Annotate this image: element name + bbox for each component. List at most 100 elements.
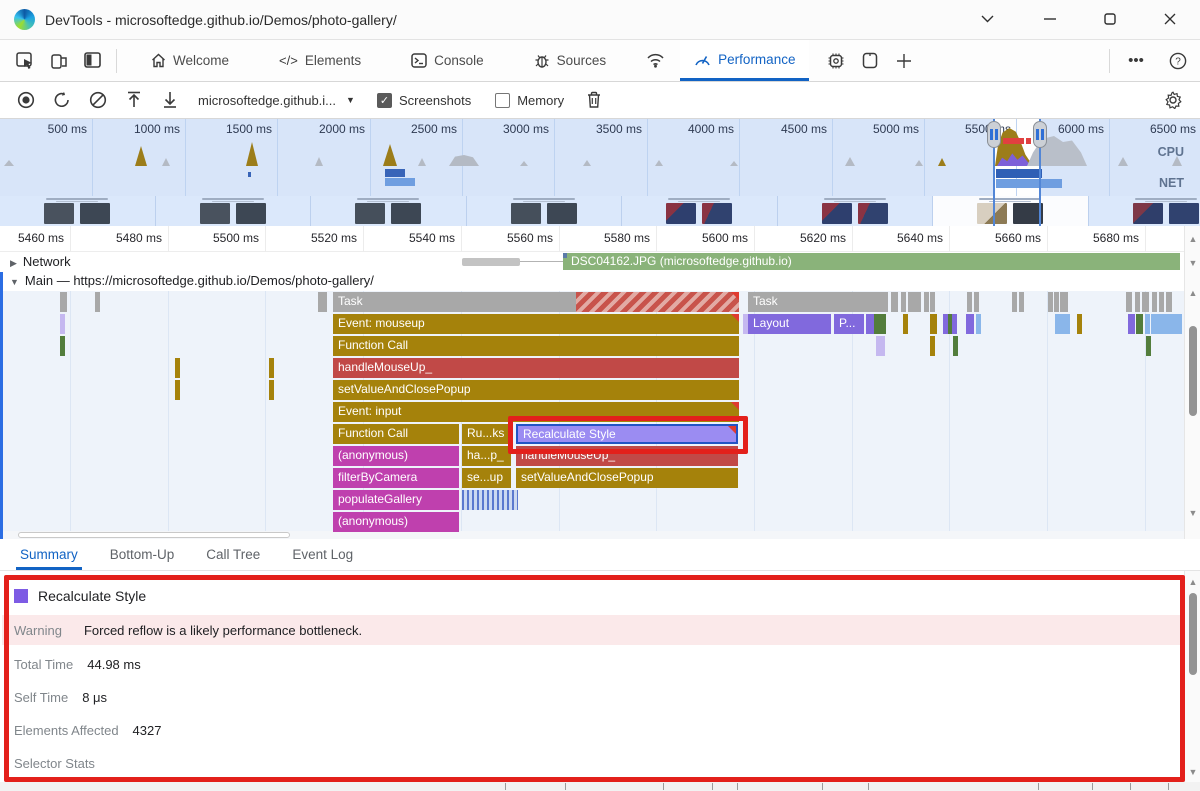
flame-bar[interactable] [1169, 314, 1174, 334]
timeline-overview[interactable]: CPU NET 500 ms 1000 ms 1500 ms 2000 ms 2500 … [0, 119, 1200, 196]
checkbox-checked-icon[interactable]: ✓ [376, 92, 392, 108]
horizontal-scrollbar-thumb[interactable] [18, 532, 290, 538]
filmstrip-frame[interactable] [778, 196, 933, 226]
flame-bar[interactable] [930, 292, 935, 312]
flame-bar-filterbycamera[interactable]: filterByCamera [333, 468, 459, 488]
flame-bar[interactable] [1173, 314, 1178, 334]
flame-bar[interactable] [175, 380, 180, 400]
flame-bar[interactable] [1054, 292, 1059, 312]
flame-bar[interactable] [952, 314, 957, 334]
maximize-button[interactable] [1088, 0, 1132, 38]
minimize-button[interactable] [1028, 0, 1072, 38]
selection-right-handle[interactable] [1033, 121, 1047, 148]
device-emulation-icon[interactable] [42, 46, 76, 76]
flame-bar[interactable] [1159, 292, 1164, 312]
trash-icon[interactable] [578, 86, 610, 114]
tab-event-log[interactable]: Event Log [292, 547, 354, 562]
flame-bar-anonymous[interactable]: (anonymous) [333, 446, 459, 466]
device-frame-icon[interactable] [853, 46, 887, 76]
flame-bar-handlemouseup[interactable]: handleMouseUp_ [516, 446, 738, 466]
selection-left-handle[interactable] [987, 121, 1001, 148]
flame-bar[interactable] [901, 292, 906, 312]
flame-bar[interactable] [1161, 314, 1166, 334]
add-tab-icon[interactable] [887, 46, 921, 76]
tab-bottom-up[interactable]: Bottom-Up [109, 547, 175, 562]
tab-sources[interactable]: Sources [520, 40, 621, 81]
flame-bar[interactable] [953, 336, 958, 356]
flame-bar[interactable] [966, 314, 974, 334]
reload-record-icon[interactable] [46, 86, 78, 114]
flame-bar-p[interactable]: P... [834, 314, 864, 334]
stat-selector-stats[interactable]: Selector Stats [14, 756, 95, 771]
dock-side-icon[interactable] [76, 46, 110, 76]
flame-bar[interactable] [1166, 292, 1172, 312]
flame-bar[interactable] [1146, 336, 1151, 356]
flame-bar[interactable] [95, 292, 100, 312]
flame-bar-function-call[interactable]: Function Call [333, 336, 739, 356]
flame-bar[interactable] [1126, 292, 1132, 312]
flame-bar[interactable] [908, 292, 921, 312]
flame-chart[interactable]: Task Task Event: mouseup Layout P... Function… [0, 291, 1184, 539]
profile-select[interactable]: microsoftedge.github.i... ▼ [198, 92, 355, 108]
filmstrip-frame[interactable] [1089, 196, 1200, 226]
flame-bar[interactable] [891, 292, 898, 312]
flame-bar-recalculate-style[interactable]: Recalculate Style [516, 424, 738, 444]
flame-bar[interactable] [1060, 292, 1068, 312]
scroll-up-icon[interactable]: ▲ [1188, 577, 1198, 587]
flame-bar[interactable] [1145, 314, 1150, 334]
scroll-down-icon[interactable]: ▼ [1188, 767, 1198, 777]
checkbox-unchecked-icon[interactable] [495, 92, 511, 108]
flame-scrollbar[interactable]: ▲ ▼ ▲ ▼ [1184, 226, 1200, 539]
flame-bar[interactable] [60, 314, 65, 334]
flame-bar[interactable] [60, 336, 65, 356]
flame-bar[interactable] [974, 292, 979, 312]
flame-bar-layout[interactable]: Layout [748, 314, 831, 334]
flame-bar[interactable] [1135, 292, 1140, 312]
record-icon[interactable] [10, 86, 42, 114]
tab-console[interactable]: Console [397, 40, 498, 81]
scroll-down-icon[interactable]: ▼ [1188, 258, 1198, 268]
flame-bar[interactable] [576, 292, 739, 312]
flame-bar[interactable] [462, 490, 518, 510]
flame-bar[interactable] [1019, 292, 1024, 312]
flame-bar[interactable] [1128, 314, 1135, 334]
flame-bar[interactable] [1055, 314, 1060, 334]
screenshot-filmstrip[interactable] [0, 196, 1200, 226]
scrollbar-thumb[interactable] [1189, 593, 1197, 675]
flame-bar[interactable] [866, 314, 871, 334]
flame-bar[interactable] [318, 292, 327, 312]
network-track-toggle[interactable]: ▶ Network [10, 254, 71, 269]
flame-bar-populategallery[interactable]: populateGallery [333, 490, 459, 510]
flame-bar[interactable] [1065, 314, 1070, 334]
flame-bar-task[interactable]: Task [333, 292, 576, 312]
upload-profile-icon[interactable] [118, 86, 150, 114]
flame-bar[interactable] [948, 314, 953, 334]
horizontal-scrollbar[interactable] [0, 531, 1184, 539]
tab-performance[interactable]: Performance [680, 40, 810, 81]
flame-bar-setvalueandclosepopup[interactable]: setValueAndClosePopup [333, 380, 739, 400]
flame-bar[interactable] [930, 314, 937, 334]
flame-bar[interactable] [269, 358, 274, 378]
flame-bar[interactable] [1177, 314, 1182, 334]
download-profile-icon[interactable] [154, 86, 186, 114]
flame-bar[interactable] [930, 336, 935, 356]
tab-welcome[interactable]: Welcome [137, 40, 243, 81]
flame-bar[interactable] [967, 292, 972, 312]
flame-bar[interactable] [1165, 314, 1170, 334]
flame-bar[interactable] [1156, 314, 1161, 334]
help-icon[interactable]: ? [1156, 46, 1200, 76]
more-options-icon[interactable]: ••• [1128, 52, 1144, 69]
flame-bar[interactable] [1142, 292, 1149, 312]
flame-bar-anonymous[interactable]: (anonymous) [333, 512, 459, 532]
flame-bar[interactable] [1151, 314, 1156, 334]
flame-bar[interactable] [743, 314, 748, 334]
filmstrip-frame[interactable] [311, 196, 467, 226]
flame-bar[interactable] [1077, 314, 1082, 334]
main-track-toggle[interactable]: ▼ Main — https://microsoftedge.github.io/… [10, 273, 374, 288]
flame-bar[interactable] [903, 314, 908, 334]
flame-bar-ru-ks[interactable]: Ru...ks [462, 424, 511, 444]
close-button[interactable] [1148, 0, 1192, 38]
chevron-down-icon[interactable] [965, 0, 1009, 38]
flame-bar[interactable] [1048, 292, 1053, 312]
flame-bar[interactable] [924, 292, 929, 312]
